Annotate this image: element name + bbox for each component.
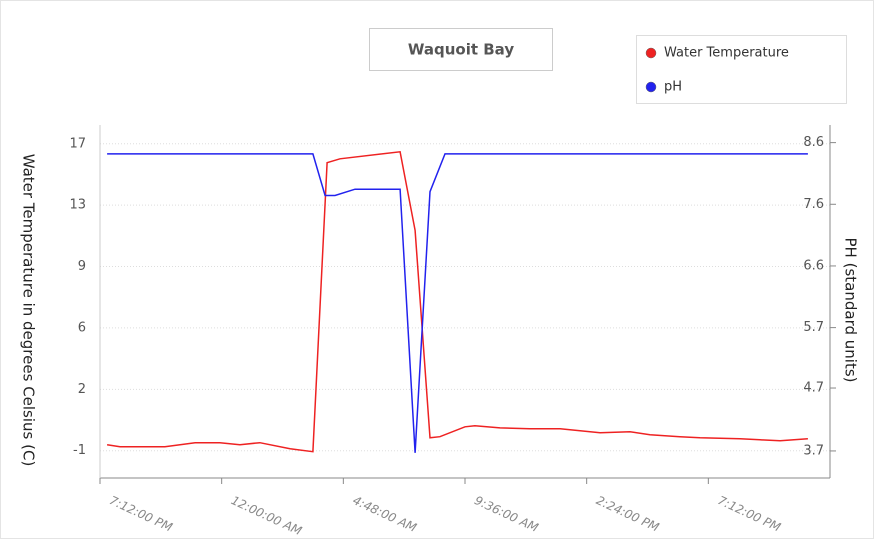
legend: [636, 35, 847, 104]
y-axis-label: Water Temperature in degrees Celsius (C): [20, 154, 38, 467]
y2-tick-label: 8.6: [803, 135, 824, 150]
series-line: [107, 153, 808, 453]
series-line: [106, 150, 808, 453]
y-tick-label: -1: [73, 443, 86, 458]
legend-label: pH: [664, 80, 682, 95]
y2-tick-label: 5.7: [803, 320, 824, 335]
legend-label: Water Temperature: [664, 46, 789, 61]
chart-title: Waquoit Bay: [408, 41, 514, 59]
y2-axis-label: PH (standard units): [842, 238, 860, 383]
y-tick-label: 17: [69, 136, 86, 151]
y-tick-label: 2: [78, 382, 86, 397]
y-tick-label: 6: [78, 320, 86, 335]
y-tick-label: 13: [69, 198, 86, 213]
y2-tick-label: 3.7: [803, 443, 824, 458]
legend-marker: [645, 47, 657, 59]
y-tick-label: 9: [78, 259, 86, 274]
y2-tick-label: 6.6: [803, 258, 824, 273]
legend-marker: [645, 81, 657, 93]
title-box: [369, 28, 553, 71]
y2-tick-label: 7.6: [803, 197, 824, 212]
y2-tick-label: 4.7: [803, 381, 824, 396]
